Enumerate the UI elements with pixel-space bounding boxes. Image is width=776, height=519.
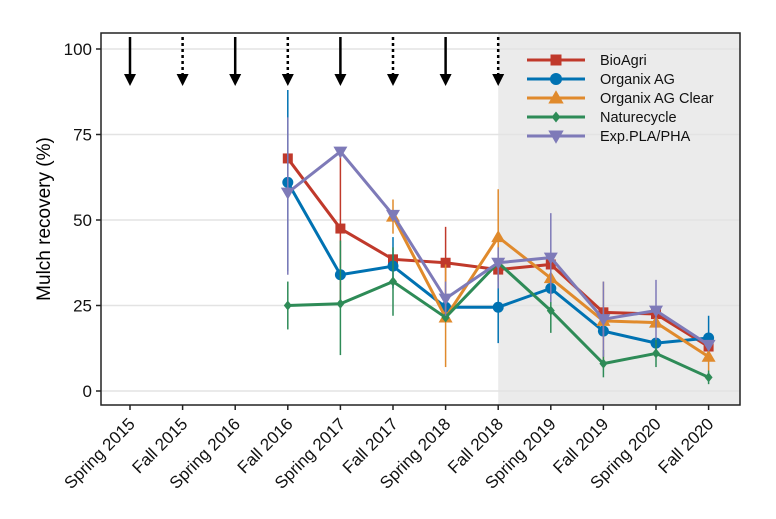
y-tick-label: 25 (73, 297, 92, 316)
marker-triangle-down (596, 314, 611, 327)
marker-triangle-up (491, 230, 506, 243)
arrow-head (492, 74, 505, 86)
legend-label: Organix AG (600, 72, 675, 88)
legend-label: Exp.PLA/PHA (600, 129, 691, 145)
marker-square (335, 223, 346, 234)
arrow-head (439, 74, 452, 86)
arrow-head (387, 74, 399, 86)
shaded-region (498, 33, 740, 405)
marker-diamond (389, 276, 397, 287)
marker-triangle-up (701, 349, 716, 362)
marker-triangle-down (280, 187, 295, 200)
arrow-head (281, 74, 294, 86)
marker-diamond (652, 348, 660, 359)
marker-diamond (546, 305, 555, 316)
legend-label: BioAgri (600, 53, 647, 69)
y-tick-label: 75 (73, 126, 92, 145)
x-tick-label: Fall 2020 (655, 414, 718, 477)
y-tick-label: 50 (73, 211, 92, 230)
marker-triangle-up (548, 90, 564, 104)
x-tick-label: Spring 2015 (61, 414, 139, 492)
marker-diamond (704, 372, 713, 383)
plot-frame (100, 32, 741, 406)
arrow-head (334, 74, 347, 86)
y-tick-label: 100 (64, 40, 92, 59)
marker-circle (549, 72, 563, 86)
marker-triangle-down (333, 146, 348, 159)
marker-triangle-down (548, 130, 564, 144)
marker-triangle-down (491, 257, 506, 270)
arrow-head (176, 74, 189, 86)
arrow-head (124, 74, 136, 86)
arrow-head (229, 74, 242, 86)
marker-triangle-down (438, 293, 453, 306)
marker-square (440, 257, 451, 268)
y-tick-label: 0 (83, 382, 92, 401)
marker-circle (492, 301, 504, 313)
series-exp-pla-pha (280, 117, 716, 357)
legend: BioAgri Organix AG Organix AG Clear Naturec… (527, 53, 714, 145)
marker-triangle-down (701, 339, 716, 352)
marker-diamond (551, 111, 561, 123)
marker-diamond (283, 300, 292, 311)
marker-diamond (336, 298, 345, 309)
marker-square (550, 54, 562, 66)
marker-triangle-down (649, 305, 663, 318)
marker-diamond (441, 312, 450, 323)
marker-triangle-down (386, 209, 400, 222)
legend-label: Naturecycle (600, 110, 677, 126)
marker-triangle-down (543, 252, 558, 265)
y-axis-label: Mulch recovery (%) (34, 137, 55, 301)
legend-label: Organix AG Clear (600, 91, 714, 107)
marker-diamond (599, 358, 608, 369)
